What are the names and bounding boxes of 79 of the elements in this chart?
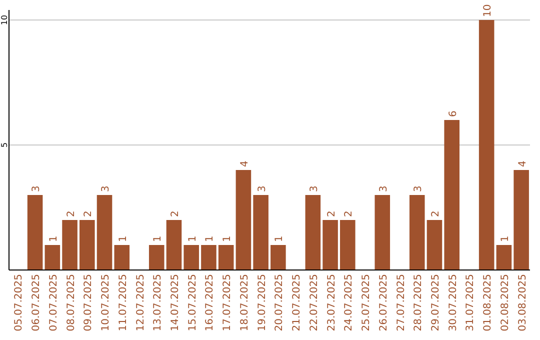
x-tick-label: 14.07.2025 xyxy=(170,274,181,332)
x-tick-label: 05.07.2025 xyxy=(14,274,25,332)
bar xyxy=(253,195,268,270)
data-label: 3 xyxy=(100,186,112,192)
x-tick-label: 28.07.2025 xyxy=(413,274,424,332)
bar xyxy=(322,220,338,270)
data-label: 3 xyxy=(308,186,320,192)
x-tick-label: 21.07.2025 xyxy=(292,274,303,332)
bar xyxy=(426,220,442,270)
data-label: 1 xyxy=(204,236,216,242)
data-label: 6 xyxy=(448,110,459,117)
data-label: 2 xyxy=(326,210,338,217)
data-label: 3 xyxy=(31,186,42,192)
data-label: 2 xyxy=(430,210,442,217)
bar xyxy=(44,245,60,270)
bar xyxy=(96,195,112,270)
data-label: 1 xyxy=(187,236,198,242)
data-label: 4 xyxy=(517,160,528,167)
x-tick-label: 25.07.2025 xyxy=(361,274,372,332)
data-label: 2 xyxy=(83,210,94,217)
data-label: 2 xyxy=(66,210,77,217)
bar xyxy=(374,195,390,270)
y-tick-label: 5 xyxy=(0,142,9,148)
data-label: 1 xyxy=(118,236,129,242)
x-tick-label: 12.07.2025 xyxy=(135,274,146,332)
data-label: 1 xyxy=(222,236,234,242)
x-tick-label: 27.07.2025 xyxy=(396,274,407,332)
bar xyxy=(305,195,321,270)
x-tick-label: 16.07.2025 xyxy=(204,274,216,332)
bar xyxy=(184,245,199,270)
x-tick-label: 08.07.2025 xyxy=(66,274,77,332)
x-tick-label: 03.08.2025 xyxy=(517,274,528,332)
x-tick-label: 23.07.2025 xyxy=(326,274,338,332)
x-tick-label: 24.07.2025 xyxy=(344,274,355,332)
x-tick-label: 09.07.2025 xyxy=(83,274,94,332)
data-label: 3 xyxy=(413,186,424,192)
x-tick-label: 19.07.2025 xyxy=(256,274,268,332)
bar xyxy=(218,245,234,270)
bar xyxy=(80,220,95,270)
bar xyxy=(514,170,529,270)
x-tick-label: 10.07.2025 xyxy=(100,274,112,332)
x-tick-label: 06.07.2025 xyxy=(31,274,42,332)
bar xyxy=(201,245,216,270)
x-tick-label: 20.07.2025 xyxy=(274,274,286,332)
bar xyxy=(148,245,164,270)
x-tick-label: 07.07.2025 xyxy=(48,274,60,332)
bar xyxy=(270,245,286,270)
data-label: 2 xyxy=(344,210,355,217)
bar xyxy=(340,220,356,270)
bar xyxy=(478,20,494,270)
x-tick-label: 26.07.2025 xyxy=(378,274,390,332)
data-label: 4 xyxy=(239,160,250,167)
data-label: 2 xyxy=(170,210,181,217)
data-label: 1 xyxy=(48,236,60,242)
bar xyxy=(62,220,78,270)
bar xyxy=(236,170,252,270)
x-tick-label: 30.07.2025 xyxy=(448,274,459,332)
x-tick-label: 11.07.2025 xyxy=(118,274,129,332)
data-label: 1 xyxy=(274,236,286,242)
x-tick-label: 02.08.2025 xyxy=(500,274,511,332)
x-tick-label: 01.08.2025 xyxy=(482,274,494,332)
data-label: 1 xyxy=(500,236,511,242)
data-label: 3 xyxy=(256,186,268,192)
bar xyxy=(496,245,512,270)
x-tick-label: 15.07.2025 xyxy=(187,274,198,332)
x-tick-label: 18.07.2025 xyxy=(239,274,250,332)
x-tick-label: 29.07.2025 xyxy=(430,274,442,332)
data-label: 1 xyxy=(152,236,164,242)
bar xyxy=(166,220,182,270)
x-tick-label: 31.07.2025 xyxy=(465,274,476,332)
bar xyxy=(409,195,425,270)
data-label: 10 xyxy=(482,4,494,17)
x-tick-label: 13.07.2025 xyxy=(152,274,164,332)
data-label: 3 xyxy=(378,186,390,192)
bar xyxy=(114,245,130,270)
bar xyxy=(444,120,460,270)
bar xyxy=(27,195,43,270)
x-tick-label: 22.07.2025 xyxy=(308,274,320,332)
x-tick-label: 17.07.2025 xyxy=(222,274,234,332)
